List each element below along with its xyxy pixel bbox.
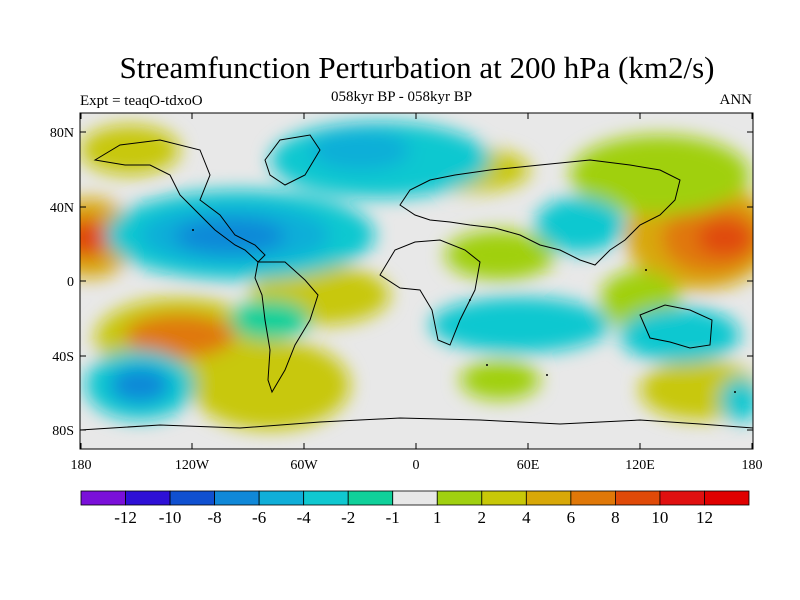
colorbar-label: 8 bbox=[611, 508, 620, 527]
experiment-label: Expt = teaqO-tdxoO bbox=[80, 93, 203, 109]
lat-tick-label: 0 bbox=[67, 275, 74, 290]
colorbar-swatch bbox=[436, 490, 483, 506]
colorbar-label: -10 bbox=[159, 508, 182, 527]
colorbar-label: -2 bbox=[341, 508, 355, 527]
colorbar-swatch bbox=[347, 490, 394, 506]
colorbar-label: 4 bbox=[522, 508, 531, 527]
colorbar-swatch bbox=[125, 490, 171, 506]
coastlines bbox=[80, 134, 753, 431]
colorbar-swatch bbox=[303, 490, 349, 506]
lat-tick-label: 40S bbox=[52, 350, 74, 365]
colorbar-swatch bbox=[214, 490, 260, 506]
island-markers bbox=[192, 229, 736, 393]
colorbar-swatch bbox=[525, 490, 572, 506]
colorbar-label: -12 bbox=[114, 508, 137, 527]
colorbar-swatch bbox=[659, 490, 705, 506]
colorbar-swatch bbox=[615, 490, 661, 506]
lat-tick-label: 40N bbox=[50, 201, 74, 216]
colorbar-swatch bbox=[570, 490, 616, 506]
colorbar-swatch bbox=[80, 490, 126, 506]
colorbar-swatch bbox=[704, 490, 750, 506]
lon-tick-label: 60E bbox=[517, 458, 540, 473]
latitude-axis: 80N 40N 0 40S 80S bbox=[50, 126, 753, 439]
colorbar-label: 6 bbox=[567, 508, 576, 527]
lon-tick-label: 0 bbox=[413, 458, 420, 473]
figure-title: Streamfunction Perturbation at 200 hPa (… bbox=[119, 50, 715, 85]
colorbar-label: 1 bbox=[433, 508, 442, 527]
lon-tick-label: 120W bbox=[175, 458, 210, 473]
colorbar: -12 -10 -8 -6 -4 -2 -1 1 2 4 6 8 10 12 bbox=[80, 490, 750, 527]
contour-field bbox=[80, 113, 753, 449]
colorbar-label: 2 bbox=[478, 508, 487, 527]
colorbar-label: 12 bbox=[696, 508, 713, 527]
lon-tick-label: 180 bbox=[742, 458, 763, 473]
colorbar-label: -6 bbox=[252, 508, 266, 527]
colorbar-swatch bbox=[392, 490, 438, 506]
colorbar-label: -8 bbox=[208, 508, 222, 527]
period-label: 058kyr BP - 058kyr BP bbox=[331, 89, 473, 105]
colorbar-label: -1 bbox=[386, 508, 400, 527]
colorbar-swatch bbox=[169, 490, 215, 506]
lat-tick-label: 80N bbox=[50, 126, 74, 141]
lon-tick-label: 180 bbox=[71, 458, 92, 473]
lon-tick-label: 60W bbox=[290, 458, 318, 473]
colorbar-label: -4 bbox=[297, 508, 312, 527]
colorbar-swatch bbox=[481, 490, 527, 506]
colorbar-swatch bbox=[258, 490, 305, 506]
colorbar-label: 10 bbox=[651, 508, 668, 527]
longitude-axis: 180 120W 60W 0 60E 120E 180 bbox=[71, 113, 763, 473]
lat-tick-label: 80S bbox=[52, 424, 74, 439]
season-label: ANN bbox=[719, 92, 753, 108]
lon-tick-label: 120E bbox=[625, 458, 655, 473]
